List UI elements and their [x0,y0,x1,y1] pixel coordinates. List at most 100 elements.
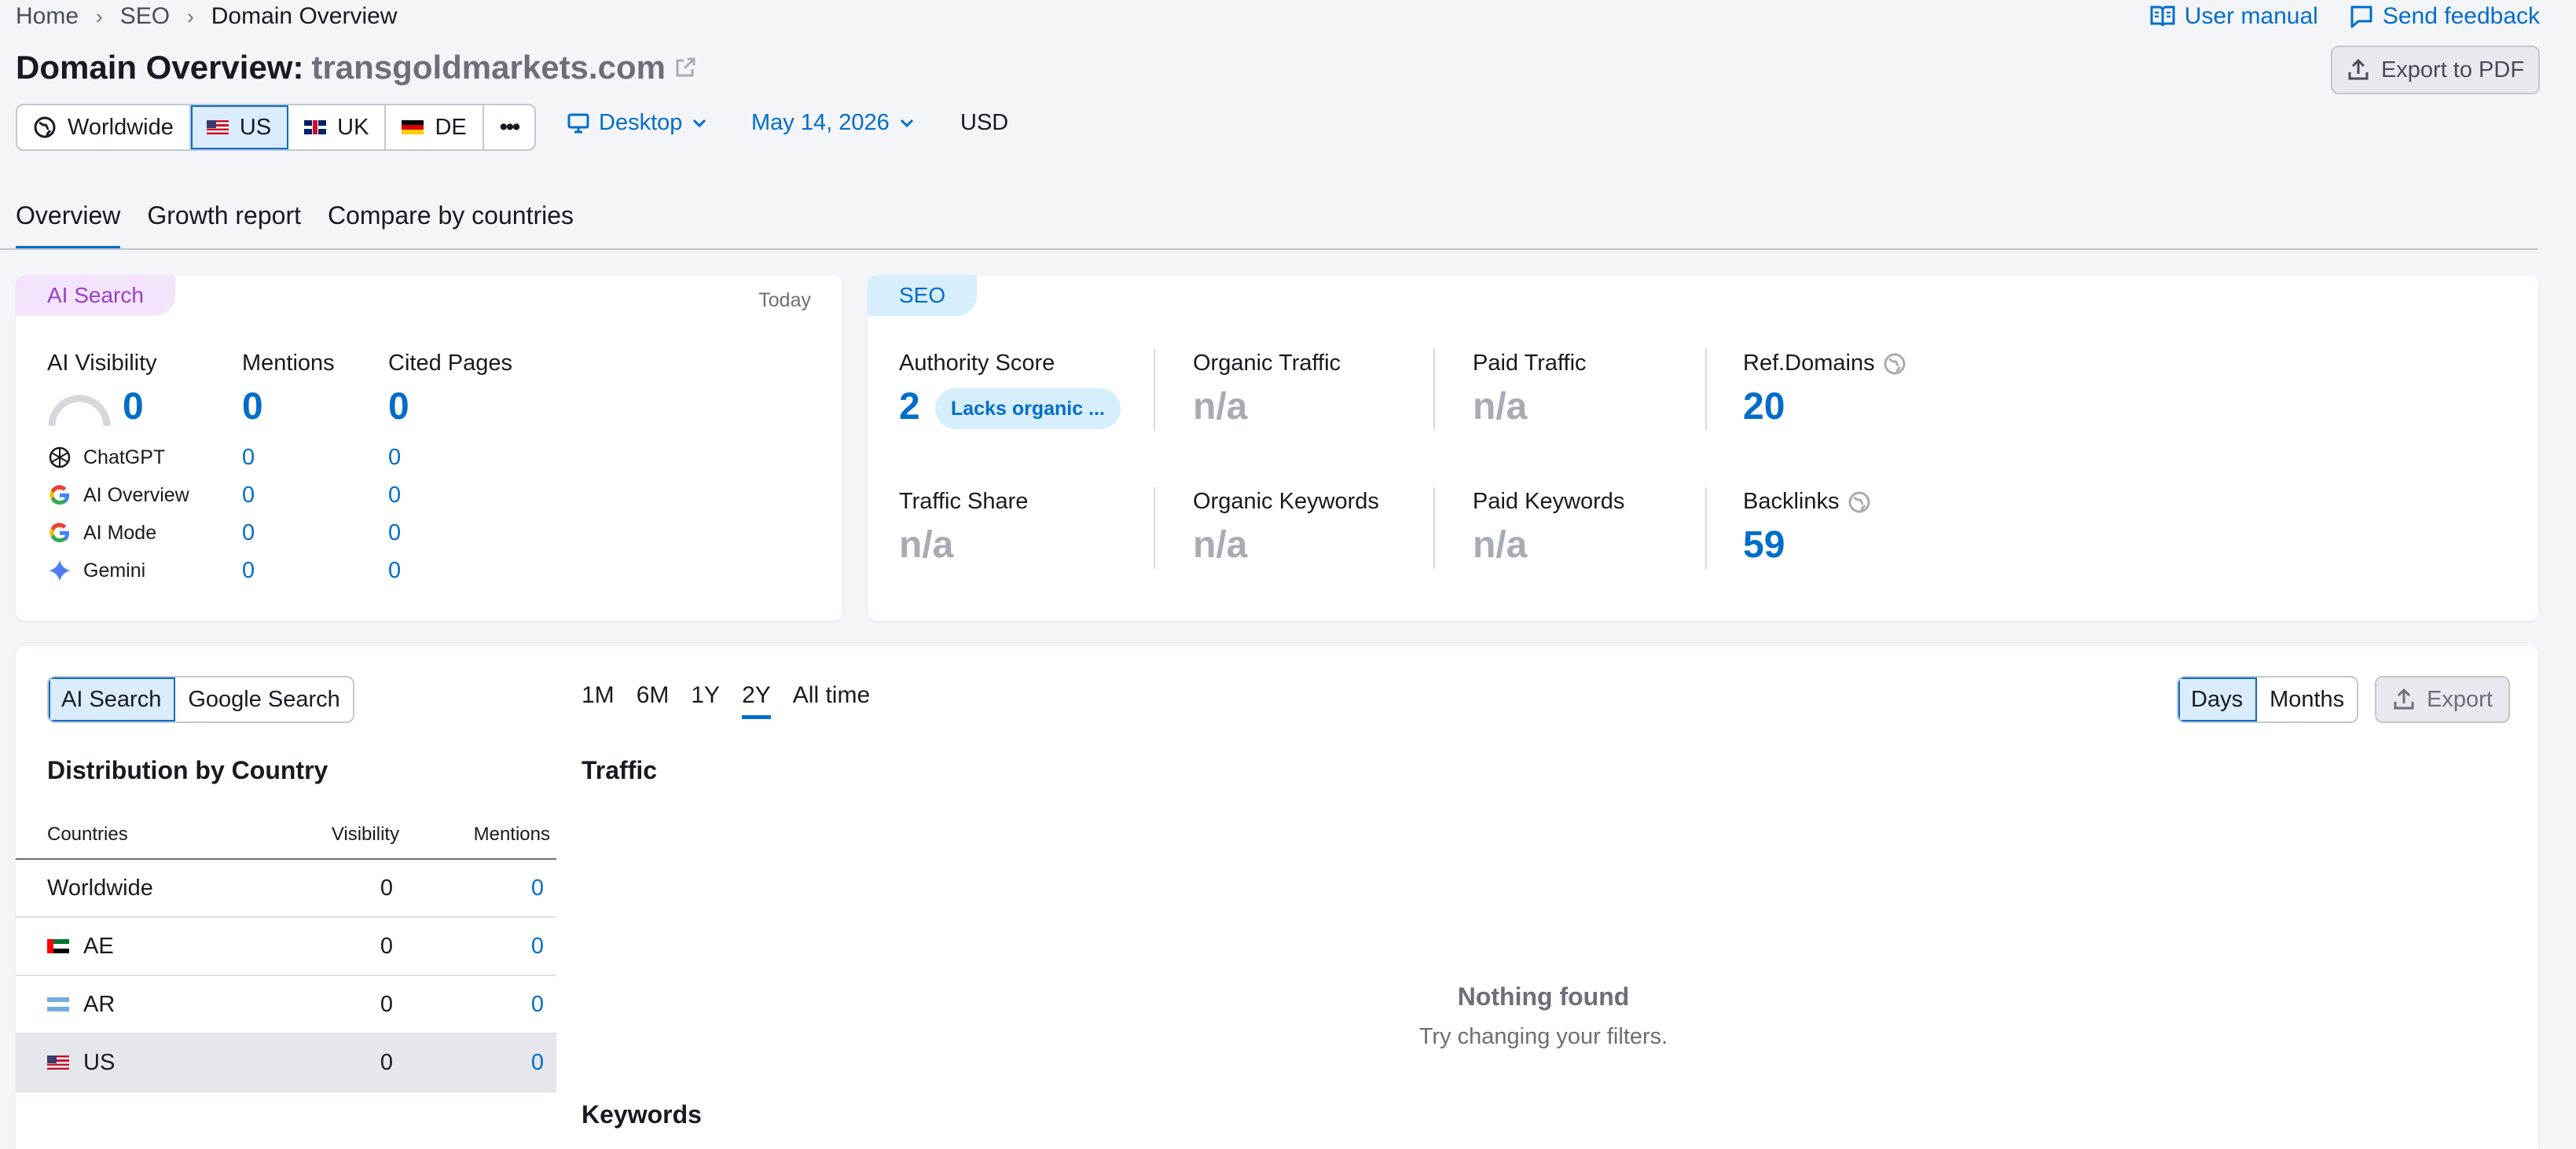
country-name: US [83,1049,116,1075]
country-name: AE [83,933,114,959]
metric-divider [1433,487,1435,569]
user-manual-label: User manual [2184,3,2318,29]
backlinks-value[interactable]: 59 [1743,524,1785,566]
authority-score-value[interactable]: 2 [899,386,920,428]
granularity-days[interactable]: Days [2178,677,2258,721]
table-row[interactable]: Worldwide 0 0 [16,859,556,918]
google-icon [50,485,70,505]
upload-icon [2348,58,2369,80]
mentions-cell[interactable]: 0 [405,975,556,1034]
engine-ai-overview-mentions[interactable]: 0 [242,483,255,508]
ai-search-tag: AI Search [16,275,175,316]
col-visibility[interactable]: Visibility [270,811,406,860]
engine-ai-overview-cited[interactable]: 0 [388,483,402,508]
visibility-cell: 0 [270,975,406,1034]
mentions-cell[interactable]: 0 [405,859,556,918]
tab-compare-by-countries[interactable]: Compare by countries [327,201,574,229]
empty-state: Nothing found Try changing your filters. [1150,982,1936,1050]
main-tabs: Overview Growth report Compare by countr… [16,201,574,250]
col-mentions[interactable]: Mentions [405,811,556,860]
device-dropdown[interactable]: Desktop [567,110,707,136]
info-globe-icon[interactable] [1848,490,1871,514]
visibility-cell: 0 [270,859,406,918]
engine-ai-mode-mentions[interactable]: 0 [242,520,255,545]
upload-icon [2394,688,2414,710]
db-us[interactable]: US [190,105,289,149]
date-label: May 14, 2026 [751,110,890,135]
seo-tag: SEO [868,275,978,316]
engine-chatgpt-label: ChatGPT [83,446,166,468]
traffic-share-value: n/a [899,524,954,566]
breadcrumb-home[interactable]: Home [16,3,79,29]
source-toggle: AI Search Google Search [47,676,354,723]
visibility-gauge-icon [48,395,111,427]
table-row[interactable]: AE 0 0 [16,917,556,976]
info-globe-icon[interactable] [1883,352,1906,376]
title-domain[interactable]: transgoldmarkets.com [311,49,666,86]
source-google-search[interactable]: Google Search [188,686,340,712]
engine-gemini-mentions[interactable]: 0 [242,558,255,583]
ai-visibility-value[interactable]: 0 [123,386,144,428]
metric-divider [1705,349,1707,431]
cited-pages-value[interactable]: 0 [388,386,409,428]
metric-divider [1705,487,1707,569]
backlinks-label: Backlinks [1743,489,1840,514]
ref-domains-value[interactable]: 20 [1743,386,1785,428]
engine-gemini-cited[interactable]: 0 [388,558,402,583]
granularity-months[interactable]: Months [2270,686,2345,712]
user-manual-link[interactable]: User manual [2150,3,2318,30]
tab-overview[interactable]: Overview [16,201,121,250]
engine-ai-mode-cited[interactable]: 0 [388,520,402,545]
export-pdf-label: Export to PDF [2380,57,2525,83]
metric-divider [1154,487,1155,569]
external-link-icon[interactable] [673,56,697,79]
authority-score-badge[interactable]: Lacks organic ... [935,388,1121,429]
breadcrumb-seo[interactable]: SEO [119,3,171,29]
date-dropdown[interactable]: May 14, 2026 [751,110,915,136]
book-icon [2150,6,2175,27]
export-pdf-button[interactable]: Export to PDF [2331,46,2540,94]
db-uk[interactable]: UK [288,105,387,149]
more-databases-button[interactable]: ••• [499,114,520,140]
period-6m[interactable]: 6M [636,682,670,708]
cited-pages-label: Cited Pages [388,351,512,376]
send-feedback-label: Send feedback [2382,3,2540,29]
source-ai-search[interactable]: AI Search [49,677,176,721]
period-2y[interactable]: 2Y [742,682,771,719]
export-button[interactable]: Export [2375,676,2510,723]
metric-divider [1154,349,1155,431]
paid-traffic-value: n/a [1473,386,1528,428]
mentions-cell[interactable]: 0 [405,1033,556,1092]
table-row[interactable]: US 0 0 [16,1033,556,1092]
title-prefix: Domain Overview: [16,49,304,86]
engine-chatgpt-mentions[interactable]: 0 [242,445,255,470]
export-label: Export [2427,686,2493,712]
mentions-label: Mentions [242,351,335,376]
db-worldwide[interactable]: Worldwide [17,105,191,149]
organic-traffic-value: n/a [1193,386,1248,428]
organic-keywords-value: n/a [1193,524,1248,566]
engine-chatgpt: ChatGPT [47,445,165,470]
db-uk-label: UK [337,114,369,140]
tab-growth-report[interactable]: Growth report [147,201,301,229]
currency-label: USD [960,110,1009,135]
period-1y[interactable]: 1Y [691,682,721,708]
ref-domains-heading: Ref.Domains [1743,351,1906,376]
db-de[interactable]: DE [386,105,484,149]
chatgpt-icon [49,446,71,468]
chevron-down-icon [693,119,706,127]
flag-ar-icon [47,997,69,1011]
period-all-time[interactable]: All time [792,682,871,708]
distribution-title: Distribution by Country [47,756,328,784]
table-row[interactable]: AR 0 0 [16,975,556,1034]
flag-uk-icon [304,120,327,134]
metric-divider [1433,349,1435,431]
mentions-cell[interactable]: 0 [405,917,556,976]
period-1m[interactable]: 1M [582,682,615,708]
flag-de-icon [402,120,424,134]
engine-chatgpt-cited[interactable]: 0 [388,445,402,470]
updated-label: Today [758,289,811,311]
traffic-title: Traffic [582,756,658,784]
mentions-value[interactable]: 0 [242,386,263,428]
send-feedback-link[interactable]: Send feedback [2350,3,2540,30]
